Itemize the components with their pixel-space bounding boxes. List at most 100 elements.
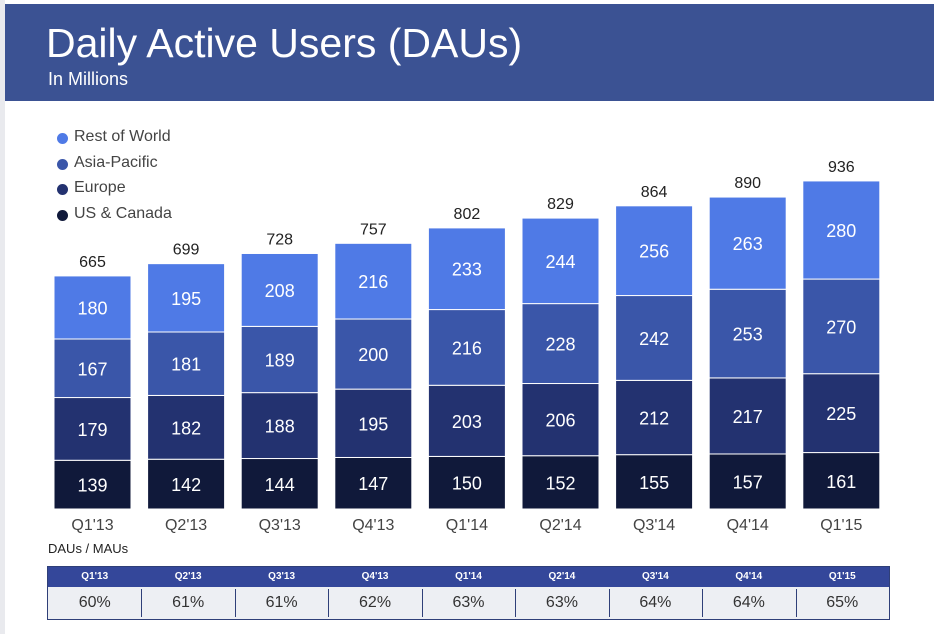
x-tick-label: Q4'13 <box>352 517 394 534</box>
legend-dot-icon <box>57 133 68 144</box>
bar-segment-value: 142 <box>171 475 201 495</box>
legend-dot-icon <box>57 209 68 221</box>
bar-total-label: 890 <box>734 175 761 192</box>
bar-segment <box>708 453 787 510</box>
legend-dot-icon <box>57 184 68 195</box>
dau-mau-header-cell: Q1'14 <box>455 571 482 582</box>
bar-segment-value: 225 <box>826 404 856 424</box>
dau-mau-value-cell: 64% <box>639 594 672 611</box>
bar-total-label: 757 <box>360 221 387 238</box>
bar-segment <box>615 205 694 297</box>
bar-segment-value: 200 <box>358 345 388 365</box>
dau-mau-value-cell: 62% <box>359 594 392 611</box>
dau-mau-value-cell: 65% <box>826 594 859 611</box>
dau-mau-value-cell: 64% <box>732 594 765 611</box>
bar-segment <box>521 455 600 510</box>
bar-segment-value: 244 <box>545 252 575 272</box>
bar-total-label: 936 <box>828 159 855 176</box>
bar-segment <box>240 325 319 394</box>
bar-segment-value: 212 <box>639 409 669 429</box>
bar-segment <box>334 456 413 510</box>
bar-segment-value: 195 <box>358 414 388 434</box>
dau-mau-value-cell: 63% <box>545 594 578 611</box>
dau-mau-header-cell: Q4'13 <box>361 571 389 582</box>
bar-segment <box>521 303 600 385</box>
x-tick-label: Q1'15 <box>820 517 862 534</box>
bar-segment-value: 216 <box>452 338 482 358</box>
bar-segment-value: 217 <box>733 407 763 427</box>
bar-segment-value: 203 <box>452 412 482 432</box>
legend-label: Europe <box>74 179 126 196</box>
bar-total-label: 728 <box>266 231 293 248</box>
bar-segment <box>708 196 787 290</box>
bar-segment <box>427 384 506 457</box>
dau-mau-cell-divider <box>702 589 704 617</box>
x-tick-label: Q4'14 <box>727 517 769 534</box>
bar-total-label: 665 <box>79 254 106 271</box>
legend-dot-icon <box>57 158 68 170</box>
dau-mau-cell-divider <box>515 589 517 617</box>
x-tick-label: Q2'14 <box>539 517 581 534</box>
bar-segment-value: 157 <box>733 472 763 492</box>
bar-segment-value: 188 <box>265 417 295 437</box>
bar-segment-value: 179 <box>77 420 107 440</box>
bar-segment <box>147 263 226 333</box>
bar-segment <box>53 275 132 340</box>
x-tick-label: Q1'14 <box>446 517 488 534</box>
legend-label: Asia-Pacific <box>74 153 158 171</box>
bar-total-label: 802 <box>454 206 481 223</box>
bar-total-label: 864 <box>641 184 668 201</box>
bar-segment <box>240 458 319 510</box>
bar-segment <box>427 455 506 510</box>
bar-segment-value: 263 <box>733 234 763 254</box>
bar-segment <box>802 373 881 454</box>
dau-mau-cell-divider <box>141 589 143 617</box>
page-title: Daily Active Users (DAUs) <box>46 20 523 66</box>
bar-segment-value: 280 <box>826 221 856 241</box>
bar-segment <box>53 338 132 399</box>
legend-label: Rest of World <box>74 128 171 145</box>
bar-segment-value: 216 <box>358 272 388 292</box>
dau-mau-value-cell: 61% <box>265 594 298 611</box>
bar-segment-value: 167 <box>77 359 107 379</box>
bar-segment <box>53 397 132 461</box>
dau-mau-header-cell: Q1'15 <box>828 571 856 582</box>
bar-segment <box>240 252 319 327</box>
bar-segment <box>802 180 881 280</box>
dau-mau-cell-divider <box>795 589 797 617</box>
bar-segment <box>708 377 787 455</box>
dau-mau-table: Q1'13 60% Q2'13 61% Q3'13 61% Q4'13 62% Q1'14 63%… <box>47 566 890 620</box>
bar-segment-value: 195 <box>171 289 201 309</box>
bar-segment-value: 181 <box>171 355 201 375</box>
bar-segment-value: 189 <box>265 351 295 371</box>
bar-segment-value: 144 <box>265 475 295 495</box>
dau-mau-header-row <box>48 567 889 587</box>
bar-segment-value: 270 <box>826 317 856 337</box>
bar-segment <box>240 392 319 460</box>
bar-segment-value: 147 <box>358 474 388 494</box>
frame-left-border <box>0 0 5 634</box>
page-subtitle: In Millions <box>48 69 129 89</box>
bar-segment-value: 233 <box>452 260 482 280</box>
bar-segment <box>427 309 506 386</box>
title-banner: Daily Active Users (DAUs) In Millions <box>5 4 934 101</box>
bar-segment-value: 180 <box>77 298 107 318</box>
bar-segment-value: 228 <box>545 335 575 355</box>
dau-mau-label: DAUs / MAUs <box>48 541 129 556</box>
bar-segment-value: 253 <box>733 325 763 345</box>
bar-segment-value: 150 <box>452 474 482 494</box>
dau-mau-value-row <box>48 587 889 619</box>
dau-mau-value-cell: 63% <box>452 594 485 611</box>
bar-segment <box>615 454 694 510</box>
legend-label: US & Canada <box>74 204 172 222</box>
dau-mau-cell-divider <box>328 589 330 617</box>
bar-segment <box>615 295 694 381</box>
dau-mau-header-cell: Q1'13 <box>81 571 109 582</box>
dau-stacked-bar-chart: 139 179 167 180 665 Q1'13 142 182 181 195 699 Q2'13… <box>53 159 881 534</box>
bar-segment <box>708 288 787 379</box>
dau-mau-cell-divider <box>234 589 236 617</box>
dau-mau-header-cell: Q2'13 <box>174 571 202 582</box>
x-tick-label: Q3'14 <box>633 517 675 534</box>
bar-segment-value: 256 <box>639 242 669 262</box>
bar-segment-value: 161 <box>826 472 856 492</box>
